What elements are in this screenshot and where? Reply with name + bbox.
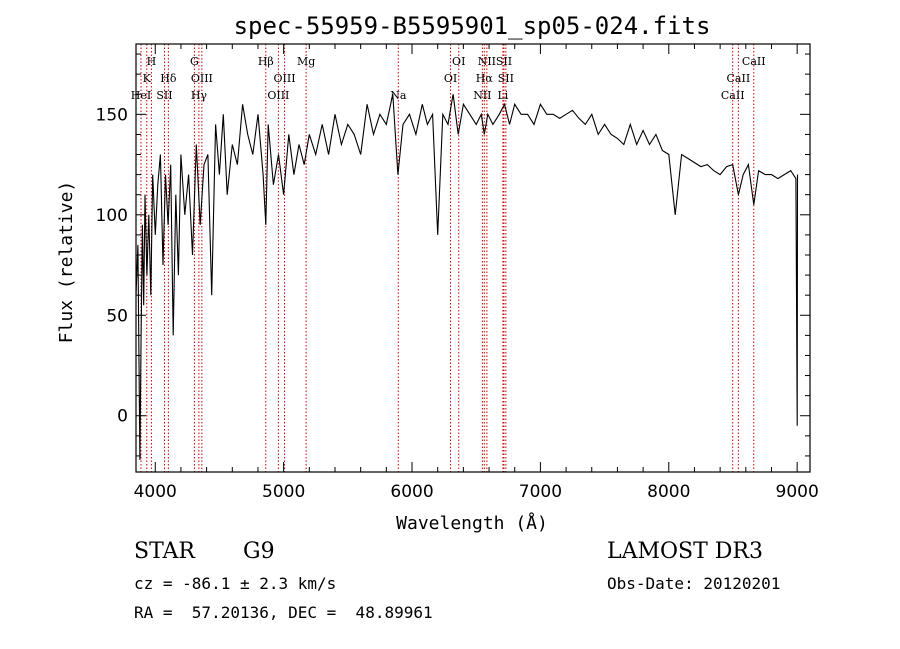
marker-label: SII [496, 55, 512, 68]
obs-date: Obs-Date: 20120201 [607, 574, 781, 593]
marker-label: Li [497, 89, 508, 102]
marker-label: OI [452, 55, 465, 68]
spectrum-line [135, 94, 799, 460]
y-ticks-group: 0 50 100 150 [96, 53, 810, 457]
marker-label: OIII [191, 72, 213, 85]
coordinates: RA = 57.20136, DEC = 48.89961 [134, 603, 433, 622]
subclass-label: G9 [243, 539, 275, 564]
y-tick-label: 150 [96, 105, 128, 125]
x-ticks-group: 4000 5000 6000 7000 8000 9000 [134, 44, 819, 502]
y-axis-label: Flux (relative) [56, 181, 77, 344]
y-tick-label: 0 [117, 407, 128, 427]
marker-label: CaII [721, 89, 745, 102]
x-tick-label: 8000 [647, 482, 690, 502]
marker-label: Hγ [191, 89, 208, 102]
y-tick-label: 50 [106, 306, 128, 326]
marker-label: HeI [131, 89, 151, 102]
marker-label: NII [478, 55, 496, 68]
x-tick-label: 6000 [390, 482, 433, 502]
plot-frame [135, 43, 811, 473]
marker-label: CaII [742, 55, 766, 68]
x-axis-label: Wavelength (Å) [396, 512, 548, 534]
marker-label: Hα [476, 72, 494, 85]
class-label: STAR [134, 539, 195, 564]
y-tick-label: 100 [96, 206, 128, 226]
marker-label: CaII [727, 72, 751, 85]
redshift-velocity: cz = -86.1 ± 2.3 km/s [134, 574, 337, 593]
marker-label: Mg [297, 55, 315, 68]
marker-label: H [147, 55, 157, 68]
marker-lines-group [140, 44, 755, 472]
marker-label: OIII [274, 72, 296, 85]
x-tick-label: 9000 [776, 482, 819, 502]
marker-label: OIII [267, 89, 289, 102]
chart-title: spec-55959-B5595901_sp05-024.fits [234, 12, 711, 40]
marker-label: NII [473, 89, 491, 102]
marker-label: G [190, 55, 199, 68]
marker-label: Na [390, 89, 407, 102]
x-tick-label: 4000 [134, 482, 177, 502]
marker-label: SII [156, 89, 172, 102]
marker-label: OI [444, 72, 457, 85]
x-tick-label: 5000 [262, 482, 305, 502]
survey-label: LAMOST DR3 [607, 539, 763, 564]
x-tick-label: 7000 [519, 482, 562, 502]
marker-label: Hβ [258, 55, 274, 68]
marker-label: SII [498, 72, 514, 85]
marker-label: Hδ [160, 72, 177, 85]
marker-label: K [143, 72, 152, 85]
